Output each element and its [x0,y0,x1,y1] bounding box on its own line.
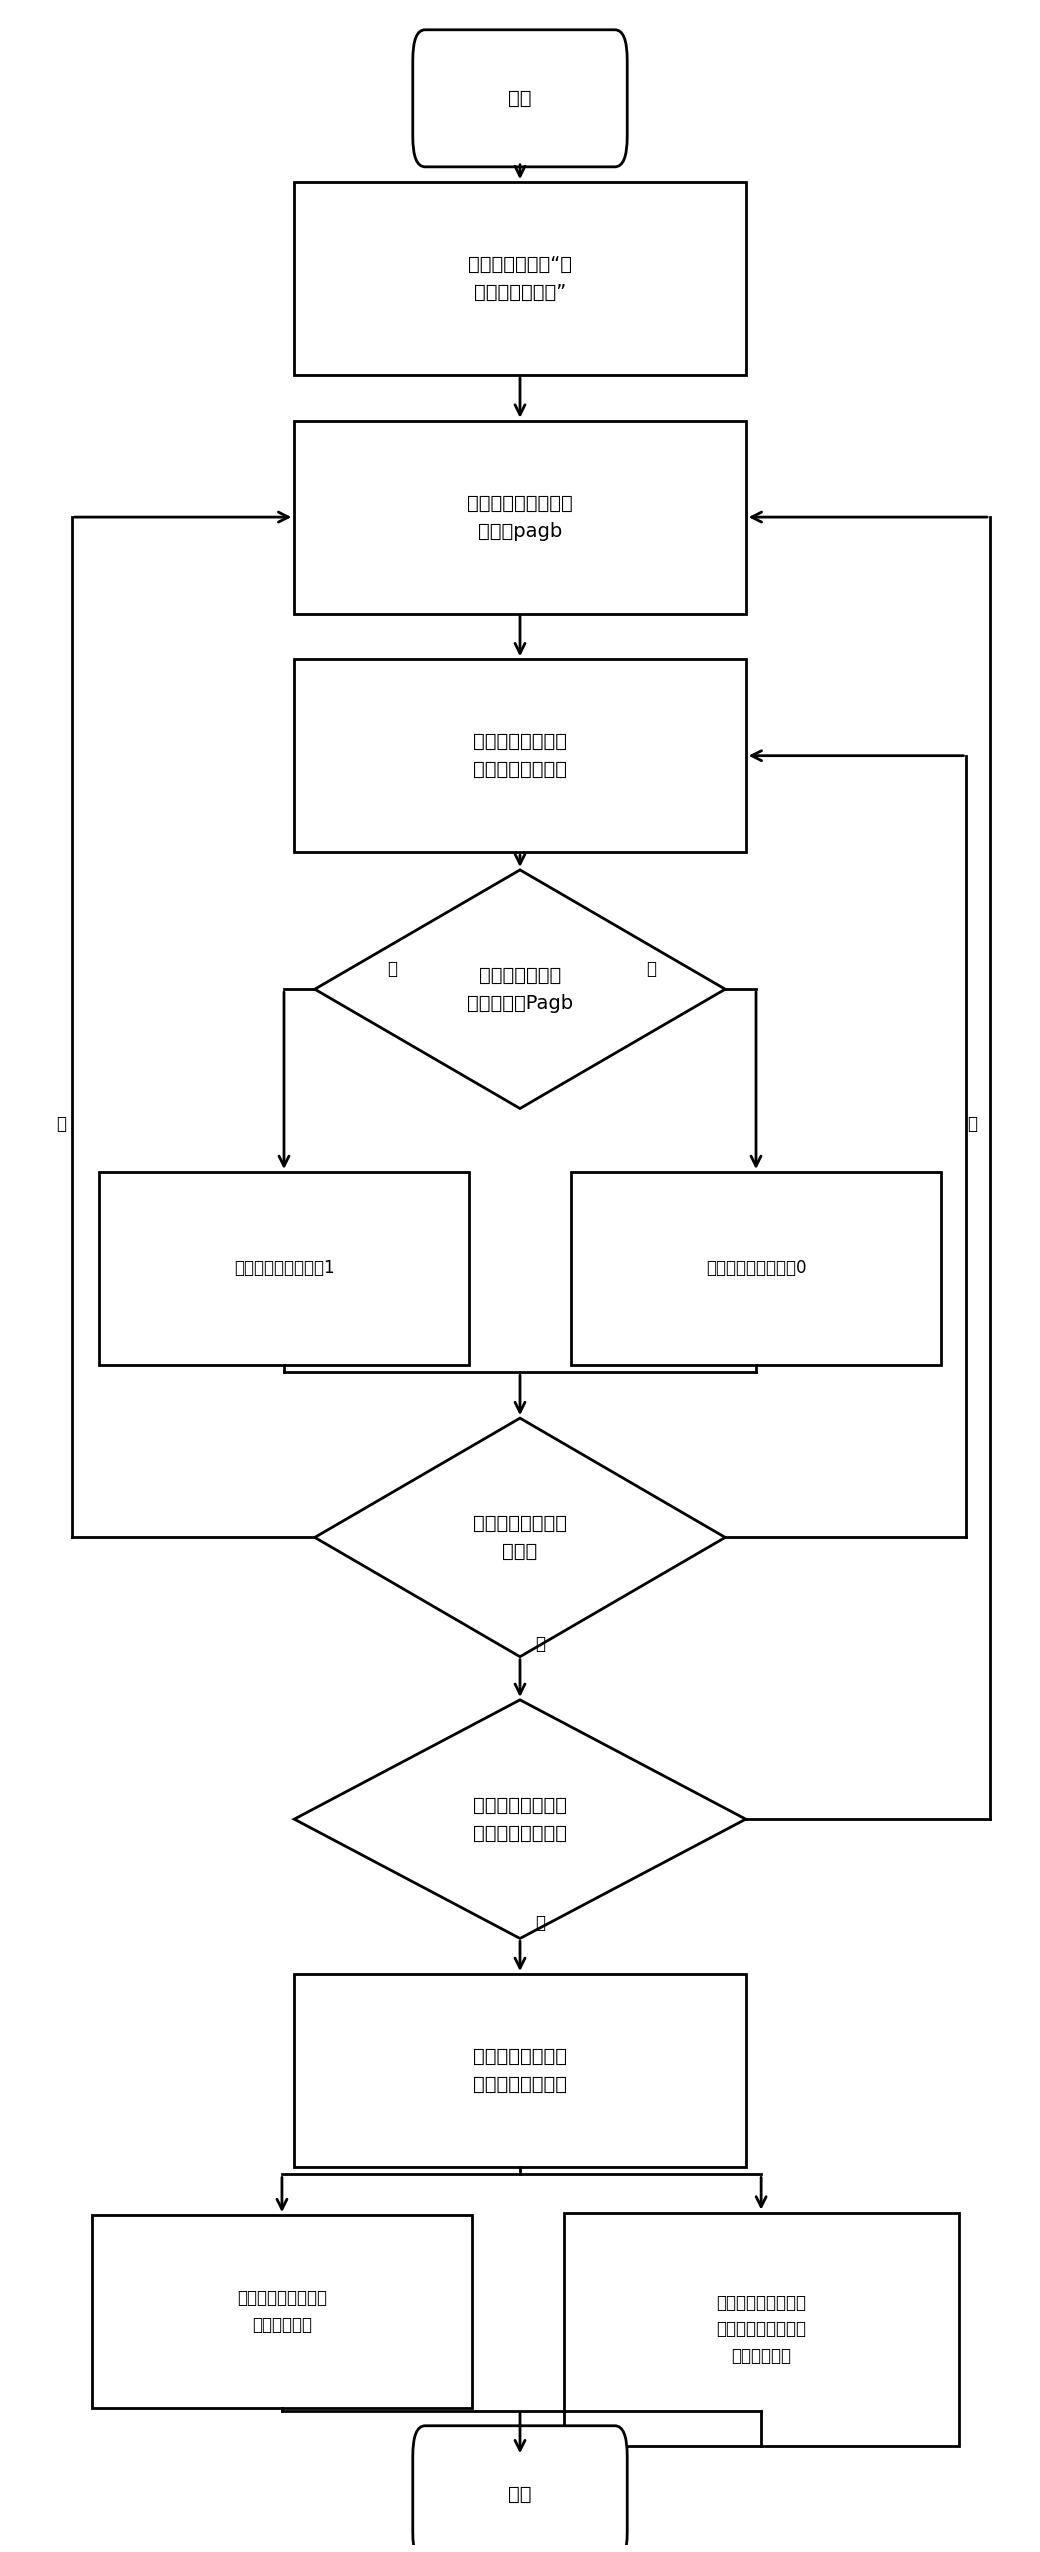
Text: 否: 否 [967,1115,978,1133]
Text: 否: 否 [56,1115,67,1133]
Bar [564,2213,959,2445]
Bar [294,1975,746,2167]
Text: 所述安装角被标记丸0: 所述安装角被标记丸0 [706,1258,806,1279]
Text: 绘制不同能量区间
百分比的等高线图: 绘制不同能量区间 百分比的等高线图 [473,2047,567,2095]
Polygon shape [294,1700,746,1940]
Bar [294,421,746,612]
Text: 查阅某一能量区间内
的所有安装角: 查阅某一能量区间内 的所有安装角 [237,2289,327,2333]
Polygon shape [315,870,725,1108]
Bar [294,181,746,375]
Bar [93,2215,472,2409]
Text: 计算结果是否不
小于给定的Pagb: 计算结果是否不 小于给定的Pagb [467,965,573,1013]
Text: 是否计算完所有的
安装角: 是否计算完所有的 安装角 [473,1513,567,1562]
Text: 将拟应用的安装角
代入所述计算模型: 将拟应用的安装角 代入所述计算模型 [473,732,567,778]
Text: 已知某倾斜面的安装
角，查阅它对应的能
量区间百分比: 已知某倾斜面的安装 角，查阅它对应的能 量区间百分比 [717,2294,806,2366]
Text: 是: 是 [536,1636,545,1654]
Text: 结束: 结束 [509,2486,531,2504]
Polygon shape [315,1419,725,1656]
FancyBboxPatch shape [413,2427,627,2552]
Text: 是: 是 [387,960,396,977]
Bar [571,1171,941,1365]
Bar [294,658,746,852]
Text: 所述安装角被标记丸1: 所述安装角被标记丸1 [234,1258,334,1279]
Text: 是否计算完所关注
的能量区间百分比: 是否计算完所关注 的能量区间百分比 [473,1797,567,1843]
Text: 给定某一个能量区间
百分比pagb: 给定某一个能量区间 百分比pagb [467,493,573,541]
Bar [99,1171,469,1365]
Text: 否: 否 [646,960,656,977]
Text: 是: 是 [536,1914,545,1932]
FancyBboxPatch shape [413,31,627,166]
Text: 将当地纬度输入“理
想能量区间模型”: 将当地纬度输入“理 想能量区间模型” [468,255,572,301]
Text: 开始: 开始 [509,89,531,107]
